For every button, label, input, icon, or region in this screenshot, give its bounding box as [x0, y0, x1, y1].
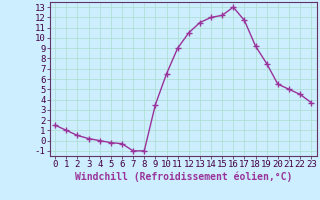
X-axis label: Windchill (Refroidissement éolien,°C): Windchill (Refroidissement éolien,°C): [75, 172, 292, 182]
